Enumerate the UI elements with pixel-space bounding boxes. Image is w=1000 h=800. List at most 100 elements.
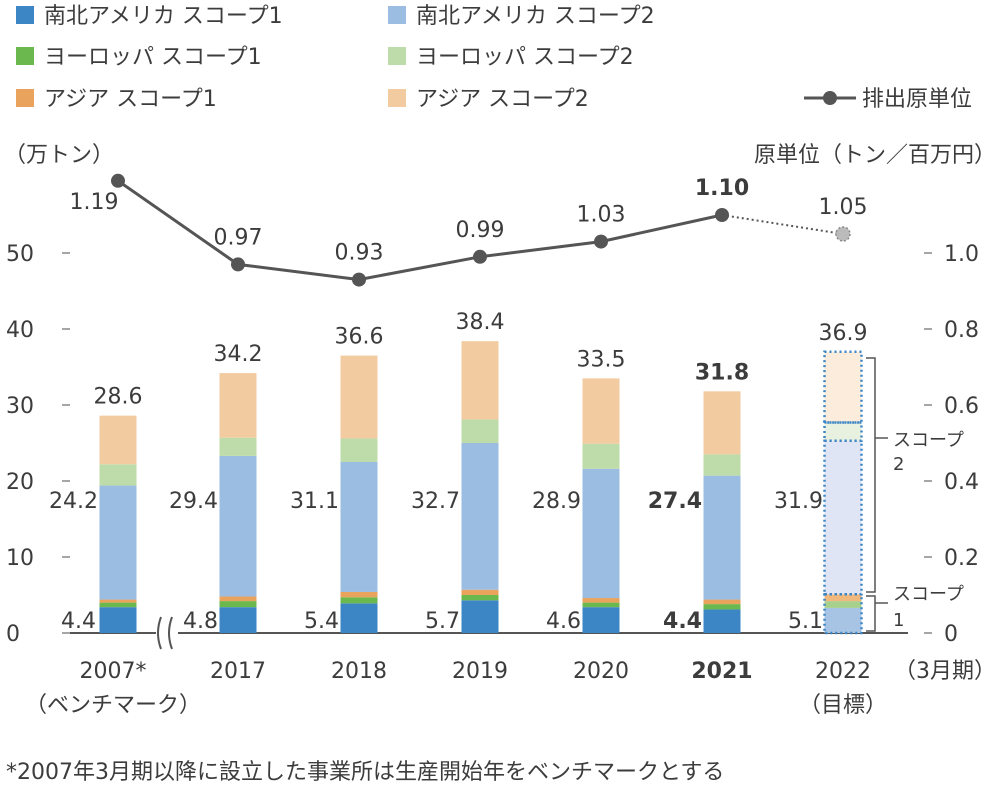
bar-segment [99, 464, 137, 486]
intensity-point [111, 173, 125, 188]
scope1-bracket-label: スコープ [893, 584, 964, 605]
bar-total-label: 28.6 [94, 385, 143, 410]
legend-label: 排出原単位 [862, 87, 972, 112]
scope1-total-label: 4.4 [61, 609, 96, 634]
y-left-tick-label: 50 [6, 242, 34, 267]
legend-line-marker [823, 91, 837, 105]
bar-segment [219, 601, 257, 608]
bar-segment [582, 607, 620, 633]
scope2-total-label: 31.1 [290, 489, 339, 514]
bar-segment [824, 440, 862, 595]
y-right-tick-label: 0.6 [944, 394, 979, 419]
bar-segment [219, 437, 257, 456]
y-left-axis-label: （万トン） [4, 143, 114, 168]
x-tick-label: 2020 [573, 659, 629, 684]
y-right-tick-label: 0.4 [944, 470, 979, 495]
x-tick-label: 2021 [691, 659, 752, 684]
bar-segment [99, 485, 137, 600]
bar-total-label: 34.2 [214, 342, 263, 367]
scope2-total-label: 27.4 [648, 489, 702, 514]
x-tick-label: 2019 [452, 659, 508, 684]
bar-segment [824, 351, 862, 423]
legend-label: アジア スコープ2 [416, 87, 589, 112]
intensity-value-label: 0.93 [335, 241, 384, 266]
legend-swatch [388, 47, 406, 65]
bar-segment [461, 600, 499, 633]
intensity-value-label: 0.99 [456, 218, 505, 243]
scope1-total-label: 5.4 [304, 609, 339, 634]
x-tick-label: 2018 [331, 659, 387, 684]
bar-total-label: 31.8 [695, 360, 749, 385]
target-outline-segment [823, 350, 863, 424]
bar-segment [340, 597, 378, 604]
x-tick-sublabel: （ベンチマーク） [25, 693, 201, 718]
x-axis-unit-label: （3月期） [894, 659, 996, 684]
intensity-value-label: 1.05 [819, 195, 868, 220]
scope1-total-label: 5.1 [788, 609, 823, 634]
bar-segment [582, 468, 620, 599]
legend-label: 南北アメリカ スコープ2 [416, 4, 655, 29]
bar-segment [340, 438, 378, 462]
y-left-tick-label: 40 [6, 318, 34, 343]
x-tick-label: 2022 [815, 659, 871, 684]
intensity-point [473, 249, 487, 264]
intensity-line-target [721, 214, 844, 235]
legend-label: アジア スコープ1 [44, 87, 217, 112]
scope1-bracket [866, 595, 876, 632]
intensity-point [835, 226, 851, 242]
scope1-bracket-label: 1 [893, 610, 904, 631]
bar-segment [99, 599, 137, 603]
intensity-point [594, 234, 608, 249]
bar-segment [461, 341, 499, 420]
bar-segment [461, 595, 499, 601]
intensity-point [231, 257, 245, 272]
bar-segment [219, 596, 257, 602]
legend-swatch [16, 6, 34, 24]
scope2-total-label: 28.9 [532, 489, 581, 514]
scope2-bracket [866, 357, 876, 593]
axis-break-mark [157, 616, 162, 650]
x-tick-label: 2007* [80, 659, 147, 684]
legend-swatch [388, 89, 406, 107]
bar-segment [219, 607, 257, 633]
bar-segment [582, 443, 620, 469]
y-left-tick-label: 10 [6, 546, 34, 571]
bar-total-label: 36.6 [335, 325, 384, 350]
scope2-bracket-label: スコープ [893, 430, 964, 451]
bar-segment [582, 602, 620, 608]
y-left-tick-label: 20 [6, 470, 34, 495]
scope1-total-label: 4.6 [546, 609, 581, 634]
bar-segment [703, 475, 741, 600]
legend-swatch [16, 47, 34, 65]
target-outline-segment [823, 421, 863, 442]
bar-segment [340, 355, 378, 439]
bar-segment [219, 455, 257, 597]
axis-break-gap [156, 617, 178, 649]
bar-segment [340, 603, 378, 633]
y-left-tick-label: 0 [6, 622, 20, 647]
bar-segment [703, 454, 741, 476]
bar-segment [824, 601, 862, 608]
bar-segment [461, 589, 499, 595]
scope2-total-label: 29.4 [169, 489, 218, 514]
scope1-total-label: 4.4 [663, 609, 702, 634]
bar-segment [824, 607, 862, 633]
intensity-line [117, 179, 723, 282]
intensity-point [352, 272, 366, 287]
legend-label: ヨーロッパ スコープ1 [44, 45, 262, 70]
scope1-total-label: 5.7 [425, 609, 460, 634]
axis-break-mark [168, 616, 173, 650]
y-right-tick-label: 0 [944, 622, 958, 647]
legend-label: ヨーロッパ スコープ2 [416, 45, 634, 70]
x-tick-label: 2017 [210, 659, 266, 684]
bar-total-label: 33.5 [577, 347, 626, 372]
intensity-point [715, 208, 729, 222]
bar-segment [703, 609, 741, 633]
y-left-tick-label: 30 [6, 394, 34, 419]
scope2-total-label: 32.7 [411, 489, 460, 514]
bar-segment [703, 599, 741, 605]
bar-segment [824, 594, 862, 602]
bar-segment [219, 373, 257, 438]
intensity-value-label: 1.19 [70, 190, 119, 215]
scope1-total-label: 4.8 [183, 609, 218, 634]
